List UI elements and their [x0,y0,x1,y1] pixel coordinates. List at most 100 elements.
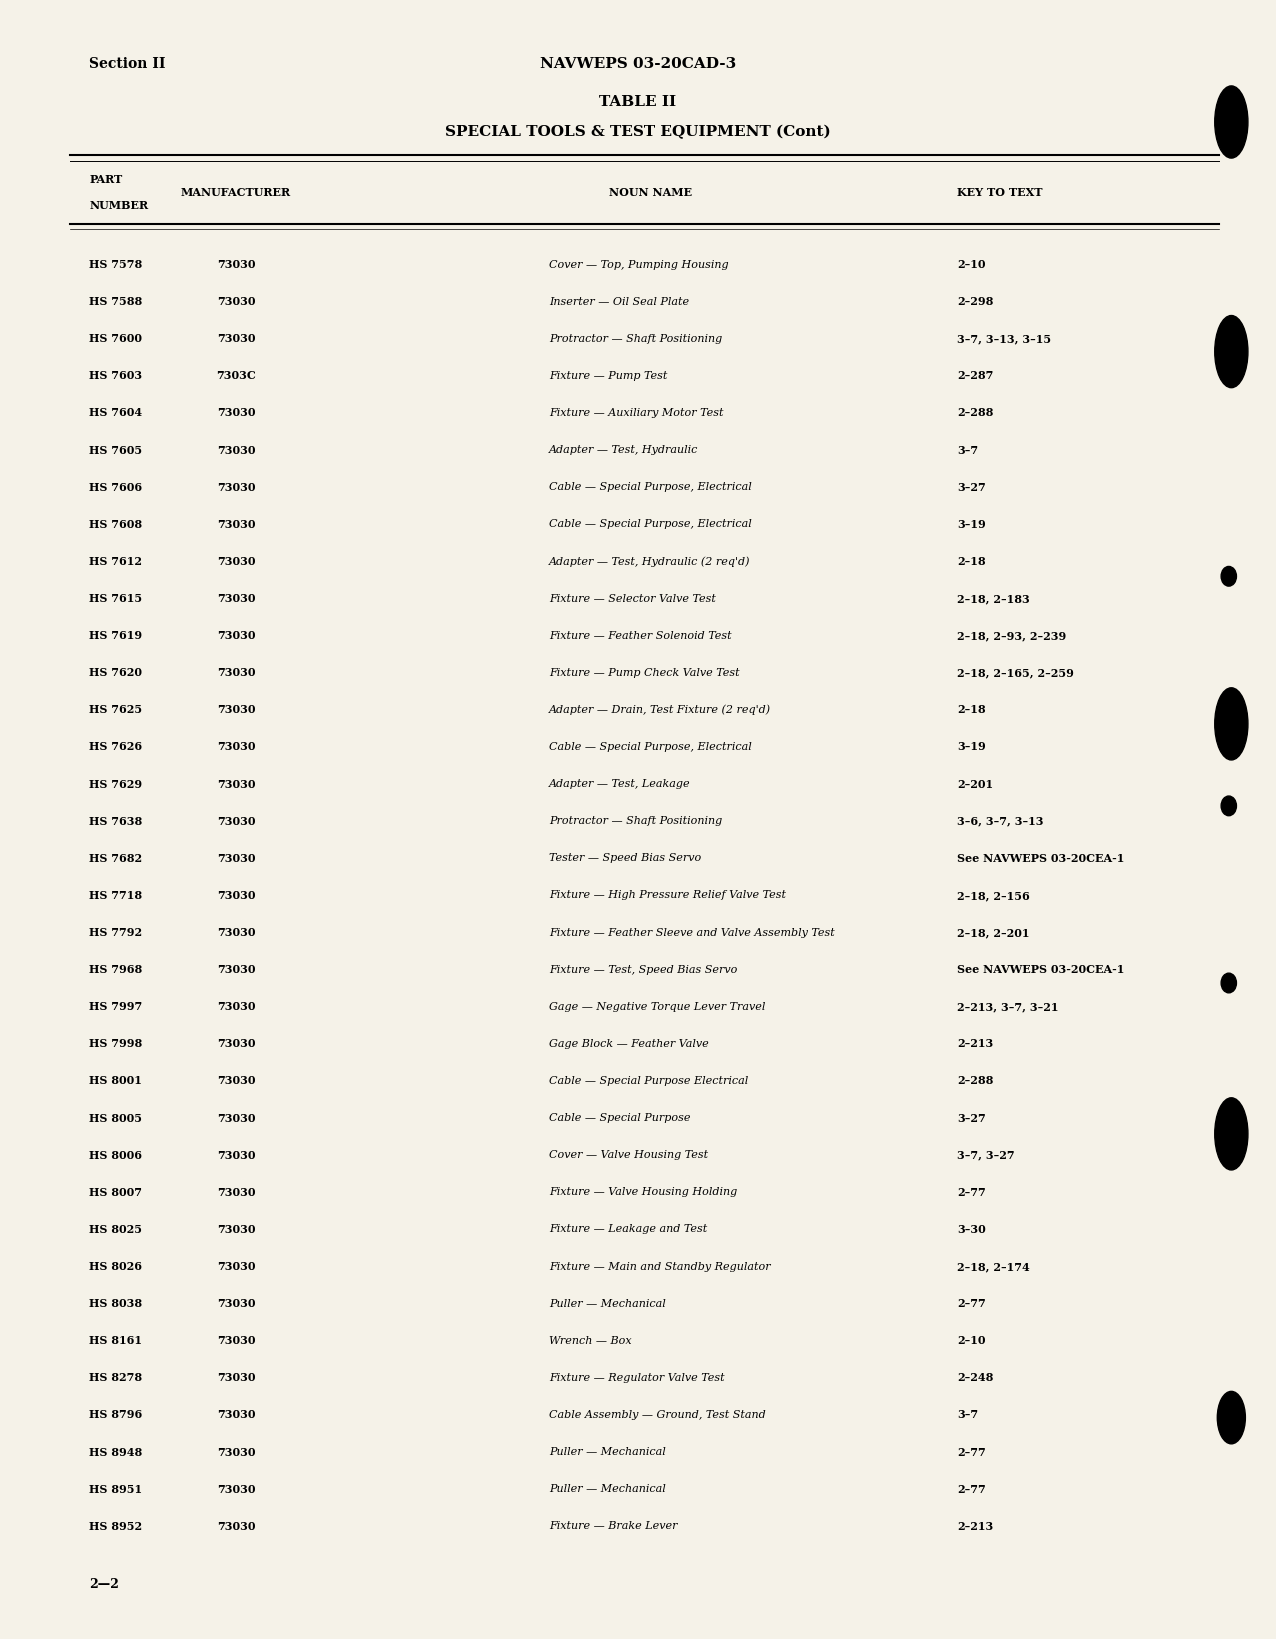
Text: HS 7615: HS 7615 [89,593,143,603]
Text: HS 8952: HS 8952 [89,1519,143,1531]
Text: HS 7606: HS 7606 [89,482,143,492]
Text: HS 7604: HS 7604 [89,406,143,418]
Ellipse shape [1217,1392,1245,1444]
Text: See NAVWEPS 03-20CEA-1: See NAVWEPS 03-20CEA-1 [957,852,1124,864]
Text: NUMBER: NUMBER [89,200,148,211]
Text: Cable — Special Purpose, Electrical: Cable — Special Purpose, Electrical [549,482,752,492]
Text: Fixture — Brake Lever: Fixture — Brake Lever [549,1521,678,1531]
Text: HS 8796: HS 8796 [89,1408,143,1419]
Text: 2–18, 2–174: 2–18, 2–174 [957,1260,1030,1272]
Text: 3–6, 3–7, 3–13: 3–6, 3–7, 3–13 [957,815,1044,826]
Text: HS 7608: HS 7608 [89,518,143,529]
Ellipse shape [1215,316,1248,388]
Text: 73030: 73030 [217,926,255,938]
Text: 3–19: 3–19 [957,741,986,752]
Text: HS 8278: HS 8278 [89,1372,143,1383]
Text: HS 8006: HS 8006 [89,1149,143,1160]
Text: 3–7, 3–13, 3–15: 3–7, 3–13, 3–15 [957,333,1051,344]
Text: Cover — Valve Housing Test: Cover — Valve Housing Test [549,1149,708,1159]
Text: 73030: 73030 [217,482,255,492]
Text: 3–7: 3–7 [957,444,979,456]
Text: 73030: 73030 [217,1111,255,1123]
Text: 73030: 73030 [217,556,255,567]
Text: Puller — Mechanical: Puller — Mechanical [549,1483,665,1493]
Text: Adapter — Test, Leakage: Adapter — Test, Leakage [549,779,690,788]
Text: HS 7612: HS 7612 [89,556,143,567]
Text: 2–18: 2–18 [957,556,985,567]
Text: HS 7603: HS 7603 [89,370,143,382]
Text: HS 7718: HS 7718 [89,890,143,900]
Text: 73030: 73030 [217,852,255,864]
Text: 73030: 73030 [217,1260,255,1272]
Text: HS 8025: HS 8025 [89,1223,143,1234]
Text: HS 8038: HS 8038 [89,1298,143,1308]
Text: 73030: 73030 [217,815,255,826]
Text: 3–27: 3–27 [957,1111,986,1123]
Text: HS 7968: HS 7968 [89,964,143,975]
Text: 2–288: 2–288 [957,406,994,418]
Text: 2–213, 3–7, 3–21: 2–213, 3–7, 3–21 [957,1001,1059,1011]
Text: 73030: 73030 [217,890,255,900]
Text: 73030: 73030 [217,1372,255,1383]
Text: HS 7997: HS 7997 [89,1001,143,1011]
Text: 73030: 73030 [217,1001,255,1011]
Text: 2–248: 2–248 [957,1372,994,1383]
Text: 73030: 73030 [217,741,255,752]
Text: Protractor — Shaft Positioning: Protractor — Shaft Positioning [549,816,722,826]
Text: 73030: 73030 [217,1298,255,1308]
Text: Fixture — Auxiliary Motor Test: Fixture — Auxiliary Motor Test [549,408,723,418]
Text: Fixture — High Pressure Relief Valve Test: Fixture — High Pressure Relief Valve Tes… [549,890,786,900]
Text: 2–213: 2–213 [957,1037,993,1049]
Text: 2–10: 2–10 [957,259,985,270]
Text: 73030: 73030 [217,444,255,456]
Text: Fixture — Main and Standby Regulator: Fixture — Main and Standby Regulator [549,1260,771,1270]
Text: HS 7792: HS 7792 [89,926,143,938]
Text: Inserter — Oil Seal Plate: Inserter — Oil Seal Plate [549,297,689,306]
Text: 2—2: 2—2 [89,1577,119,1590]
Text: 2–18, 2–93, 2–239: 2–18, 2–93, 2–239 [957,629,1067,641]
Text: HS 7629: HS 7629 [89,779,143,788]
Text: HS 8007: HS 8007 [89,1187,143,1196]
Text: 73030: 73030 [217,1187,255,1196]
Text: Cable Assembly — Ground, Test Stand: Cable Assembly — Ground, Test Stand [549,1410,766,1419]
Text: 73030: 73030 [217,667,255,679]
Text: HS 8001: HS 8001 [89,1075,142,1085]
Text: 2–18, 2–165, 2–259: 2–18, 2–165, 2–259 [957,667,1074,679]
Text: 2–213: 2–213 [957,1519,993,1531]
Circle shape [1221,797,1236,816]
Text: Wrench — Box: Wrench — Box [549,1334,632,1346]
Text: Fixture — Test, Speed Bias Servo: Fixture — Test, Speed Bias Servo [549,964,738,974]
Text: 2–77: 2–77 [957,1483,986,1493]
Text: 73030: 73030 [217,1519,255,1531]
Text: 73030: 73030 [217,1446,255,1457]
Text: Protractor — Shaft Positioning: Protractor — Shaft Positioning [549,334,722,344]
Text: SPECIAL TOOLS & TEST EQUIPMENT (Cont): SPECIAL TOOLS & TEST EQUIPMENT (Cont) [445,125,831,139]
Text: 73030: 73030 [217,406,255,418]
Text: HS 8005: HS 8005 [89,1111,143,1123]
Text: 2–18, 2–156: 2–18, 2–156 [957,890,1030,900]
Text: 2–18, 2–183: 2–18, 2–183 [957,593,1030,603]
Text: 73030: 73030 [217,297,255,306]
Text: 2–288: 2–288 [957,1075,994,1085]
Text: HS 8026: HS 8026 [89,1260,143,1272]
Text: 2–77: 2–77 [957,1187,986,1196]
Text: 73030: 73030 [217,518,255,529]
Text: Cable — Special Purpose Electrical: Cable — Special Purpose Electrical [549,1075,748,1085]
Text: HS 7578: HS 7578 [89,259,143,270]
Text: Fixture — Valve Housing Holding: Fixture — Valve Housing Holding [549,1187,738,1196]
Ellipse shape [1215,87,1248,159]
Text: MANUFACTURER: MANUFACTURER [181,187,291,198]
Text: Fixture — Feather Solenoid Test: Fixture — Feather Solenoid Test [549,631,731,641]
Text: KEY TO TEXT: KEY TO TEXT [957,187,1042,198]
Text: 2–298: 2–298 [957,297,994,306]
Text: Tester — Speed Bias Servo: Tester — Speed Bias Servo [549,852,701,862]
Text: Gage Block — Feather Valve: Gage Block — Feather Valve [549,1037,708,1049]
Text: 73030: 73030 [217,1075,255,1085]
Text: See NAVWEPS 03-20CEA-1: See NAVWEPS 03-20CEA-1 [957,964,1124,975]
Text: HS 7998: HS 7998 [89,1037,143,1049]
Text: 2–201: 2–201 [957,779,993,788]
Text: Fixture — Selector Valve Test: Fixture — Selector Valve Test [549,593,716,603]
Text: 3–27: 3–27 [957,482,986,492]
Text: Adapter — Drain, Test Fixture (2 req'd): Adapter — Drain, Test Fixture (2 req'd) [549,705,771,715]
Text: 73030: 73030 [217,705,255,715]
